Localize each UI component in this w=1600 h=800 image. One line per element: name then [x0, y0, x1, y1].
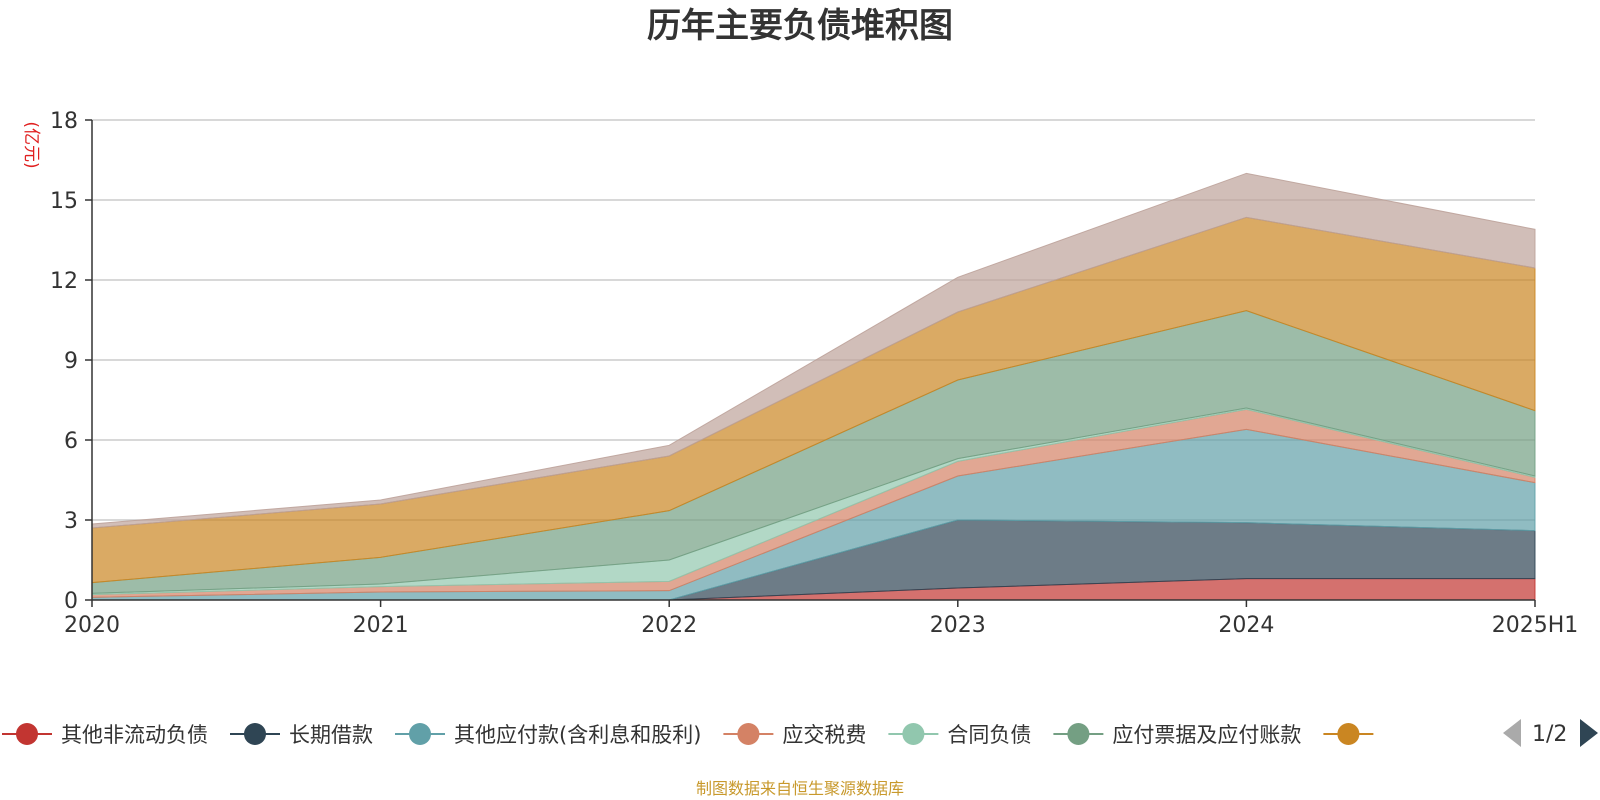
- legend-dot-icon: [244, 723, 266, 745]
- x-tick-label: 2024: [1218, 613, 1274, 638]
- legend-label: 合同负债: [947, 723, 1031, 747]
- x-tick-label: 2020: [64, 613, 120, 638]
- y-tick-label: 6: [64, 429, 78, 454]
- legend-label: 长期借款: [289, 723, 373, 747]
- legend: 其他非流动负债 长期借款 其他应付款(含利息和股利) 应交税费 合同负债 应付票据及应付账…: [2, 723, 1374, 747]
- legend-item[interactable]: 长期借款: [230, 723, 373, 747]
- legend-dot-icon: [1337, 723, 1360, 745]
- legend-item[interactable]: 其他非流动负债: [2, 723, 208, 747]
- chart-title: 历年主要负债堆积图: [647, 6, 953, 46]
- legend-prev-icon[interactable]: [1503, 719, 1521, 747]
- legend-item[interactable]: 应交税费: [723, 723, 866, 747]
- area-series-7: [91, 172, 1536, 529]
- legend-next-icon[interactable]: [1580, 719, 1598, 747]
- x-tick-label: 2021: [353, 613, 409, 638]
- x-tick-label: 2025H1: [1492, 613, 1579, 638]
- y-tick-label: 12: [50, 269, 78, 294]
- legend-label: 其他非流动负债: [61, 723, 208, 747]
- y-tick-label: 18: [50, 109, 78, 134]
- legend-dot-icon: [902, 723, 925, 745]
- legend-label: 应付票据及应付账款: [1112, 723, 1301, 747]
- legend-dot-icon: [737, 723, 760, 745]
- legend-label: 应交税费: [782, 723, 866, 747]
- source-note: 制图数据来自恒生聚源数据库: [696, 779, 904, 798]
- y-tick-label: 3: [64, 509, 78, 534]
- legend-item[interactable]: [1323, 723, 1374, 745]
- legend-item[interactable]: 应付票据及应付账款: [1053, 723, 1301, 747]
- legend-item[interactable]: 其他应付款(含利息和股利): [395, 723, 701, 747]
- x-tick-label: 2023: [930, 613, 986, 638]
- y-tick-label: 15: [50, 189, 78, 214]
- legend-dot-icon: [1067, 723, 1090, 745]
- legend-item[interactable]: 合同负债: [888, 723, 1031, 747]
- legend-pager: 1/2: [1503, 719, 1598, 747]
- y-tick-label: 0: [64, 589, 78, 614]
- legend-page-label: 1/2: [1532, 722, 1567, 747]
- y-tick-label: 9: [64, 349, 78, 374]
- legend-label: 其他应付款(含利息和股利): [454, 723, 701, 747]
- x-tick-label: 2022: [641, 613, 697, 638]
- legend-dot-icon: [409, 723, 431, 745]
- axes: 0 3 6 9 12 15 18 2020 2021 2022 2023 2024 2025H1: [50, 109, 1578, 638]
- area-series: [91, 172, 1536, 601]
- y-axis-unit: (亿元): [21, 121, 41, 168]
- legend-dot-icon: [16, 723, 38, 745]
